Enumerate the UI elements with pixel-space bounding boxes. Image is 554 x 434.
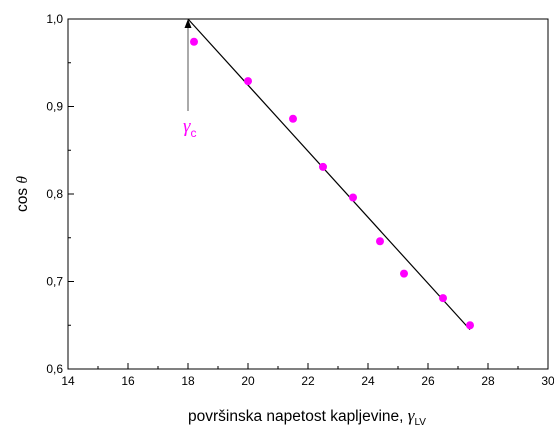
annotation-subscript: c (191, 126, 197, 140)
y-axis-title: cos θ (14, 176, 31, 212)
x-axis-title-text: površinska napetost kapljevine, (188, 408, 403, 425)
x-tick-label: 28 (481, 374, 495, 388)
data-point (190, 37, 198, 46)
y-axis-title-symbol: θ (14, 176, 31, 184)
x-tick-label: 30 (541, 374, 554, 388)
y-tick-label: 0,6 (46, 362, 63, 376)
x-axis-ticks: 14 16 18 20 22 24 26 28 30 (61, 363, 554, 388)
data-point (439, 294, 447, 303)
x-tick-label: 24 (361, 374, 375, 388)
data-points-layer (190, 37, 474, 330)
annotation-layer: γc (183, 19, 197, 140)
y-tick-label: 0,8 (46, 187, 63, 201)
annotation-label: γc (183, 116, 197, 140)
data-point (466, 321, 474, 330)
y-tick-label: 0,9 (46, 100, 63, 114)
x-tick-label: 14 (61, 374, 75, 388)
data-point (244, 77, 252, 86)
y-tick-label: 0,7 (46, 275, 63, 289)
data-point (319, 162, 327, 171)
x-tick-label: 18 (181, 374, 195, 388)
data-point (289, 114, 297, 123)
x-tick-label: 22 (301, 374, 315, 388)
y-axis-title-text: cos (14, 188, 31, 212)
annotation-arrowhead (184, 19, 192, 28)
x-tick-label: 26 (421, 374, 435, 388)
fit-line-layer (187, 18, 471, 331)
fit-line (187, 18, 471, 331)
x-tick-label: 16 (121, 374, 135, 388)
y-axis-ticks: 0,6 0,7 0,8 0,9 1,0 (46, 12, 74, 376)
x-axis-title-subscript: LV (414, 417, 426, 428)
annotation-symbol: γ (183, 116, 191, 137)
x-tick-label: 20 (241, 374, 255, 388)
x-axis-title: površinska napetost kapljevine, γLV (188, 406, 426, 428)
y-tick-label: 1,0 (46, 12, 63, 26)
data-point (349, 193, 357, 202)
data-point (376, 237, 384, 246)
x-axis-title-symbol: γ (408, 406, 416, 425)
plot-frame (67, 18, 549, 370)
data-point (400, 269, 408, 278)
